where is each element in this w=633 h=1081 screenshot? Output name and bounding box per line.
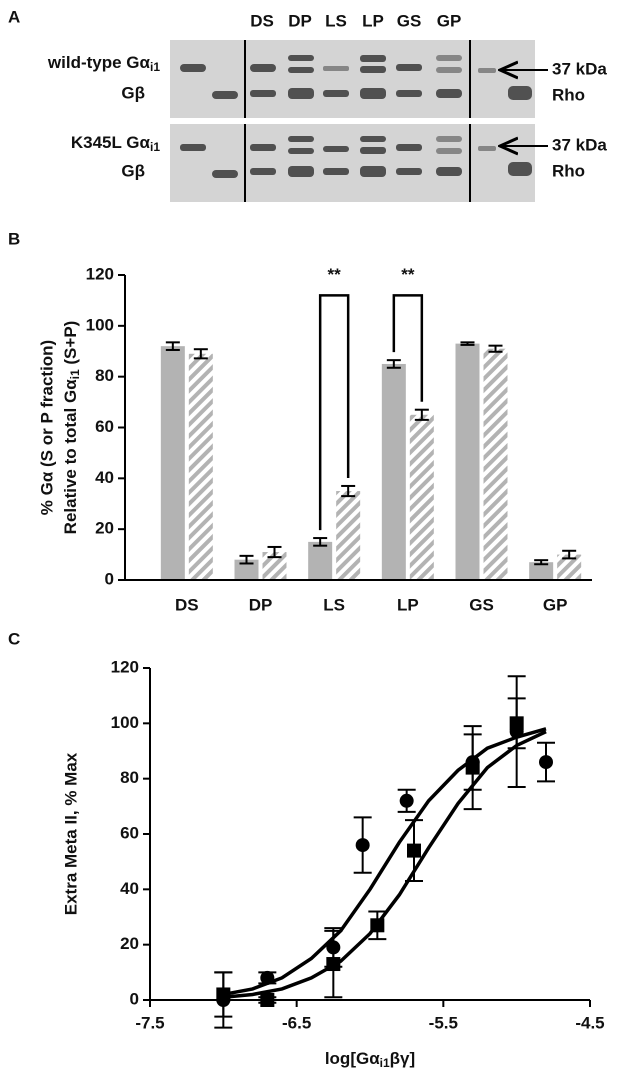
significance-bracket — [392, 294, 424, 402]
y-tick-label: 80 — [120, 768, 139, 787]
y-tick-label: 120 — [111, 657, 139, 676]
x-tick-label: GS — [469, 595, 494, 614]
data-point — [216, 987, 231, 1002]
lane-label: LP — [362, 11, 384, 30]
y-tick-label: 0 — [105, 569, 114, 588]
error-bar — [386, 359, 401, 369]
panel-label: C — [8, 629, 20, 648]
x-tick-label: -4.5 — [575, 1013, 604, 1032]
data-point — [407, 843, 421, 858]
error-bar — [239, 554, 254, 565]
text-part: log[Gα — [325, 1049, 380, 1068]
y-tick-label: 20 — [120, 934, 139, 953]
data-point — [326, 957, 341, 972]
y-axis-label: Relative to total Gαi1 (S+P) — [61, 321, 81, 535]
y-tick-label: 20 — [95, 519, 114, 538]
data-point — [399, 793, 414, 808]
x-tick-label: GP — [543, 595, 568, 614]
x-tick-label: -7.5 — [135, 1013, 164, 1032]
x-tick-label: DS — [175, 595, 199, 614]
significance-label: ** — [401, 265, 415, 284]
y-tick-label: 100 — [86, 315, 114, 334]
panel-label: A — [8, 7, 20, 26]
error-bar — [414, 408, 429, 421]
subscript: i1 — [150, 140, 160, 154]
error-bar — [165, 341, 180, 351]
y-tick-label: 60 — [95, 417, 114, 436]
bar — [234, 559, 259, 580]
lane-row-label: K345L Gαi1 — [71, 133, 160, 153]
error-bar — [341, 484, 356, 498]
lane-row-label: Gβ — [121, 83, 145, 102]
bar — [409, 414, 434, 580]
x-tick-label: DP — [249, 595, 273, 614]
data-point — [260, 970, 275, 985]
data-point — [260, 993, 275, 1007]
marker-label: Rho — [552, 85, 585, 104]
bar — [529, 562, 554, 580]
x-tick-label: -5.5 — [429, 1013, 458, 1032]
y-tick-label: 40 — [120, 879, 139, 898]
subscript: i1 — [68, 369, 82, 379]
significance-label: ** — [328, 265, 342, 284]
y-tick-label: 40 — [95, 468, 114, 487]
text-part: (S+P) — [61, 321, 80, 370]
text-part: K345L Gα — [71, 133, 151, 152]
x-tick-label: LP — [397, 595, 419, 614]
y-axis-label: Extra Meta II, % Max — [61, 752, 80, 915]
y-tick-label: 120 — [86, 264, 114, 283]
bar — [188, 353, 213, 580]
lane-row-label: wild-type Gαi1 — [47, 53, 160, 73]
error-bar — [267, 545, 282, 559]
x-tick-label: LS — [323, 595, 345, 614]
lane-label: GS — [397, 11, 422, 30]
lane-row-label: Gβ — [121, 161, 145, 180]
bar — [381, 363, 406, 580]
y-tick-label: 100 — [111, 713, 139, 732]
y-tick-label: 0 — [130, 989, 139, 1008]
y-tick-label: 60 — [120, 823, 139, 842]
bar — [455, 343, 480, 580]
x-tick-label: -6.5 — [282, 1013, 311, 1032]
error-bar — [534, 559, 549, 566]
lane-label: LS — [325, 11, 347, 30]
data-point — [370, 918, 385, 933]
x-axis-label: log[Gαi1βγ] — [325, 1049, 415, 1069]
data-point — [465, 760, 480, 775]
y-axis-label: % Gα (S or P fraction) — [37, 340, 56, 515]
error-bar — [193, 348, 208, 360]
lane-label: DP — [288, 11, 312, 30]
text-part: wild-type Gα — [47, 53, 151, 72]
gel-image — [170, 40, 548, 202]
panel-label: B — [8, 229, 20, 248]
error-bar — [313, 537, 328, 547]
error-bar — [562, 549, 577, 560]
text-part: βγ] — [390, 1049, 416, 1068]
data-point — [355, 838, 370, 853]
bar — [483, 348, 508, 580]
error-bar — [488, 344, 503, 353]
error-bar — [460, 341, 475, 346]
significance-bracket — [318, 294, 350, 531]
bar — [160, 346, 185, 580]
lane-label: DS — [250, 11, 274, 30]
marker-label: 37 kDa — [552, 59, 607, 78]
data-point — [509, 716, 524, 731]
bar — [336, 491, 361, 580]
subscript: i1 — [150, 60, 160, 74]
marker-label: 37 kDa — [552, 135, 607, 154]
text-part: Relative to total Gα — [61, 379, 80, 535]
subscript: i1 — [380, 1056, 390, 1070]
data-point — [539, 755, 553, 770]
lane-label: GP — [437, 11, 462, 30]
marker-label: Rho — [552, 161, 585, 180]
fit-curve — [223, 730, 547, 999]
y-tick-label: 80 — [95, 366, 114, 385]
bar — [308, 541, 333, 580]
fit-curve — [223, 727, 547, 997]
